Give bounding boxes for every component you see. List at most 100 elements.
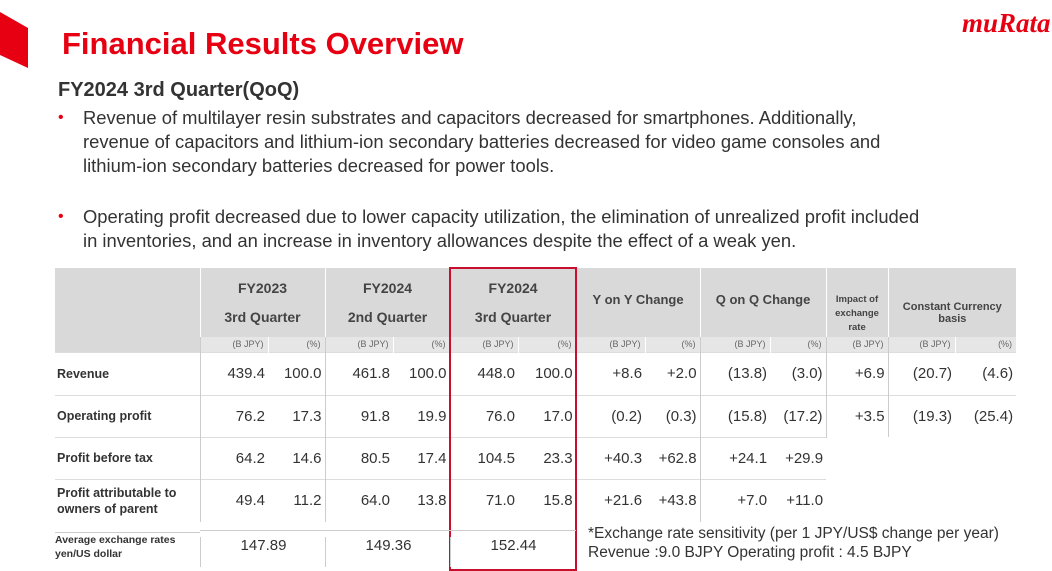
cell: 19.9: [393, 394, 451, 437]
corner-cell: [55, 268, 200, 352]
empty-cell: [826, 479, 888, 522]
header-row: 3rd Quarter 2nd Quarter 3rd Quarter: [55, 296, 1016, 337]
cell: 76.0: [449, 394, 519, 437]
empty-cell: [888, 437, 955, 479]
cell: (3.0): [770, 351, 827, 395]
exchange-rule: [200, 530, 576, 531]
row-label: Operating profit: [55, 394, 200, 437]
note-line: Revenue :9.0 BJPY Operating profit : 4.5…: [588, 544, 912, 561]
bullet: Operating profit decreased due to lower …: [58, 205, 1048, 253]
unit: (%): [954, 337, 1017, 352]
cell: +6.9: [825, 351, 889, 395]
bullet-line: revenue of capacitors and lithium-ion se…: [83, 131, 881, 152]
subtitle: FY2024 3rd Quarter(QoQ): [58, 79, 300, 101]
unit: (B JPY): [699, 337, 771, 352]
empty-cell: [888, 479, 955, 522]
cell: 100.0: [268, 351, 326, 395]
header-row: FY2023 FY2024 FY2024 Y on Y Change Q on Q Ch…: [55, 268, 1017, 352]
note-line: *Exchange rate sensitivity (per 1 JPY/US…: [588, 525, 999, 542]
cell: 439.4: [199, 351, 268, 395]
cell: 49.4: [199, 478, 268, 522]
bullet-line: lithium-ion secondary batteries decrease…: [83, 155, 555, 176]
cell: +24.1: [699, 436, 771, 479]
slide: muRata Financial Results Overview FY2024…: [0, 0, 1052, 558]
change-header: Y on Y Change: [575, 268, 701, 337]
cell: 100.0: [518, 351, 577, 395]
cell: 80.5: [324, 436, 394, 479]
period-year: FY2024: [324, 268, 451, 296]
data-row: Profit before tax 64.2 14.6 80.5 17.4 104.5 23…: [55, 436, 1016, 479]
cell: 14.6: [268, 436, 326, 479]
period-year: FY2023: [199, 268, 326, 296]
cell: 17.0: [518, 394, 577, 437]
corner-shape: [0, 12, 28, 68]
data-row: Profit attributable to owners of parent 4…: [55, 478, 1016, 522]
cell: +3.5: [825, 394, 889, 437]
unit: (B JPY): [324, 337, 394, 352]
unit: (%): [392, 337, 451, 352]
cell: +11.0: [770, 478, 827, 522]
cell: 64.2: [199, 436, 268, 479]
unit: (%): [517, 337, 577, 352]
cell: (20.7): [887, 351, 956, 395]
cell: +29.9: [770, 436, 827, 479]
cell: 461.8: [324, 351, 394, 395]
row-label: Profit attributable to owners of parent: [55, 478, 200, 522]
change-header: Q on Q Change: [699, 268, 827, 337]
cell: (0.2): [575, 394, 646, 437]
period-year: FY2024: [449, 268, 577, 296]
cell: +2.0: [645, 351, 701, 395]
cell: 13.8: [393, 478, 451, 522]
exchange-label: Average exchange rates yen/US dollar: [55, 532, 200, 559]
cell: (15.8): [699, 394, 771, 437]
bullet-line: in inventories, and an increase in inven…: [83, 230, 797, 251]
data-row: Operating profit 76.2 17.3 91.8 19.9 76.0 17.0…: [55, 394, 1017, 437]
cell: (19.3): [887, 394, 956, 437]
cell: +62.8: [645, 436, 701, 479]
unit: (B JPY): [575, 337, 646, 352]
empty-cell: [826, 437, 888, 479]
period-quarter: 2nd Quarter: [324, 296, 451, 337]
period-quarter: 3rd Quarter: [449, 296, 577, 337]
unit: (B JPY): [449, 337, 519, 352]
logo: muRata: [962, 8, 1051, 38]
unit: (%): [267, 337, 326, 352]
exchange-value: 152.44: [450, 537, 576, 567]
unit: (%): [644, 337, 701, 352]
empty-cell: [955, 479, 1016, 522]
cell: 448.0: [449, 351, 519, 395]
cell: 23.3: [518, 436, 577, 479]
cell: (13.8): [699, 351, 771, 395]
bullet-line: Operating profit decreased due to lower …: [83, 206, 920, 227]
unit-row: (B JPY) (%) (B JPY) (%) (B JPY) (%) (B JPY) (%)…: [55, 337, 1017, 352]
cell: 15.8: [518, 478, 577, 522]
empty-cell: [955, 437, 1016, 479]
cell: +7.0: [699, 478, 771, 522]
cell: +21.6: [575, 478, 646, 522]
cell: 17.3: [268, 394, 326, 437]
bullet-line: Revenue of multilayer resin substrates a…: [83, 107, 857, 128]
cell: 71.0: [449, 478, 519, 522]
exchange-value: 147.89: [200, 537, 326, 567]
cell: 64.0: [324, 478, 394, 522]
cell: 76.2: [199, 394, 268, 437]
cell: 11.2: [268, 478, 326, 522]
cell: 91.8: [324, 394, 394, 437]
row-label: Revenue: [55, 351, 200, 395]
cell: 104.5: [449, 436, 519, 479]
title: Financial Results Overview: [62, 26, 464, 61]
highlight-frame: [449, 267, 577, 571]
constant-header: Constant Currency basis: [887, 268, 1017, 337]
results-table: FY2023 FY2024 FY2024 Y on Y Change Q on Q Ch…: [55, 268, 1017, 522]
cell: 17.4: [393, 436, 451, 479]
cell: (0.3): [645, 394, 701, 437]
cell: +8.6: [575, 351, 646, 395]
period-quarter: 3rd Quarter: [199, 296, 326, 337]
unit: (%): [769, 337, 827, 352]
data-row: Revenue 439.4 100.0 461.8 100.0 448.0 100.0 +8.…: [55, 351, 1017, 395]
cell: +43.8: [645, 478, 701, 522]
row-label: Profit before tax: [55, 436, 200, 479]
exchange-value: 149.36: [325, 537, 451, 567]
bullet: Revenue of multilayer resin substrates a…: [58, 106, 1048, 178]
unit: (B JPY): [887, 337, 956, 352]
